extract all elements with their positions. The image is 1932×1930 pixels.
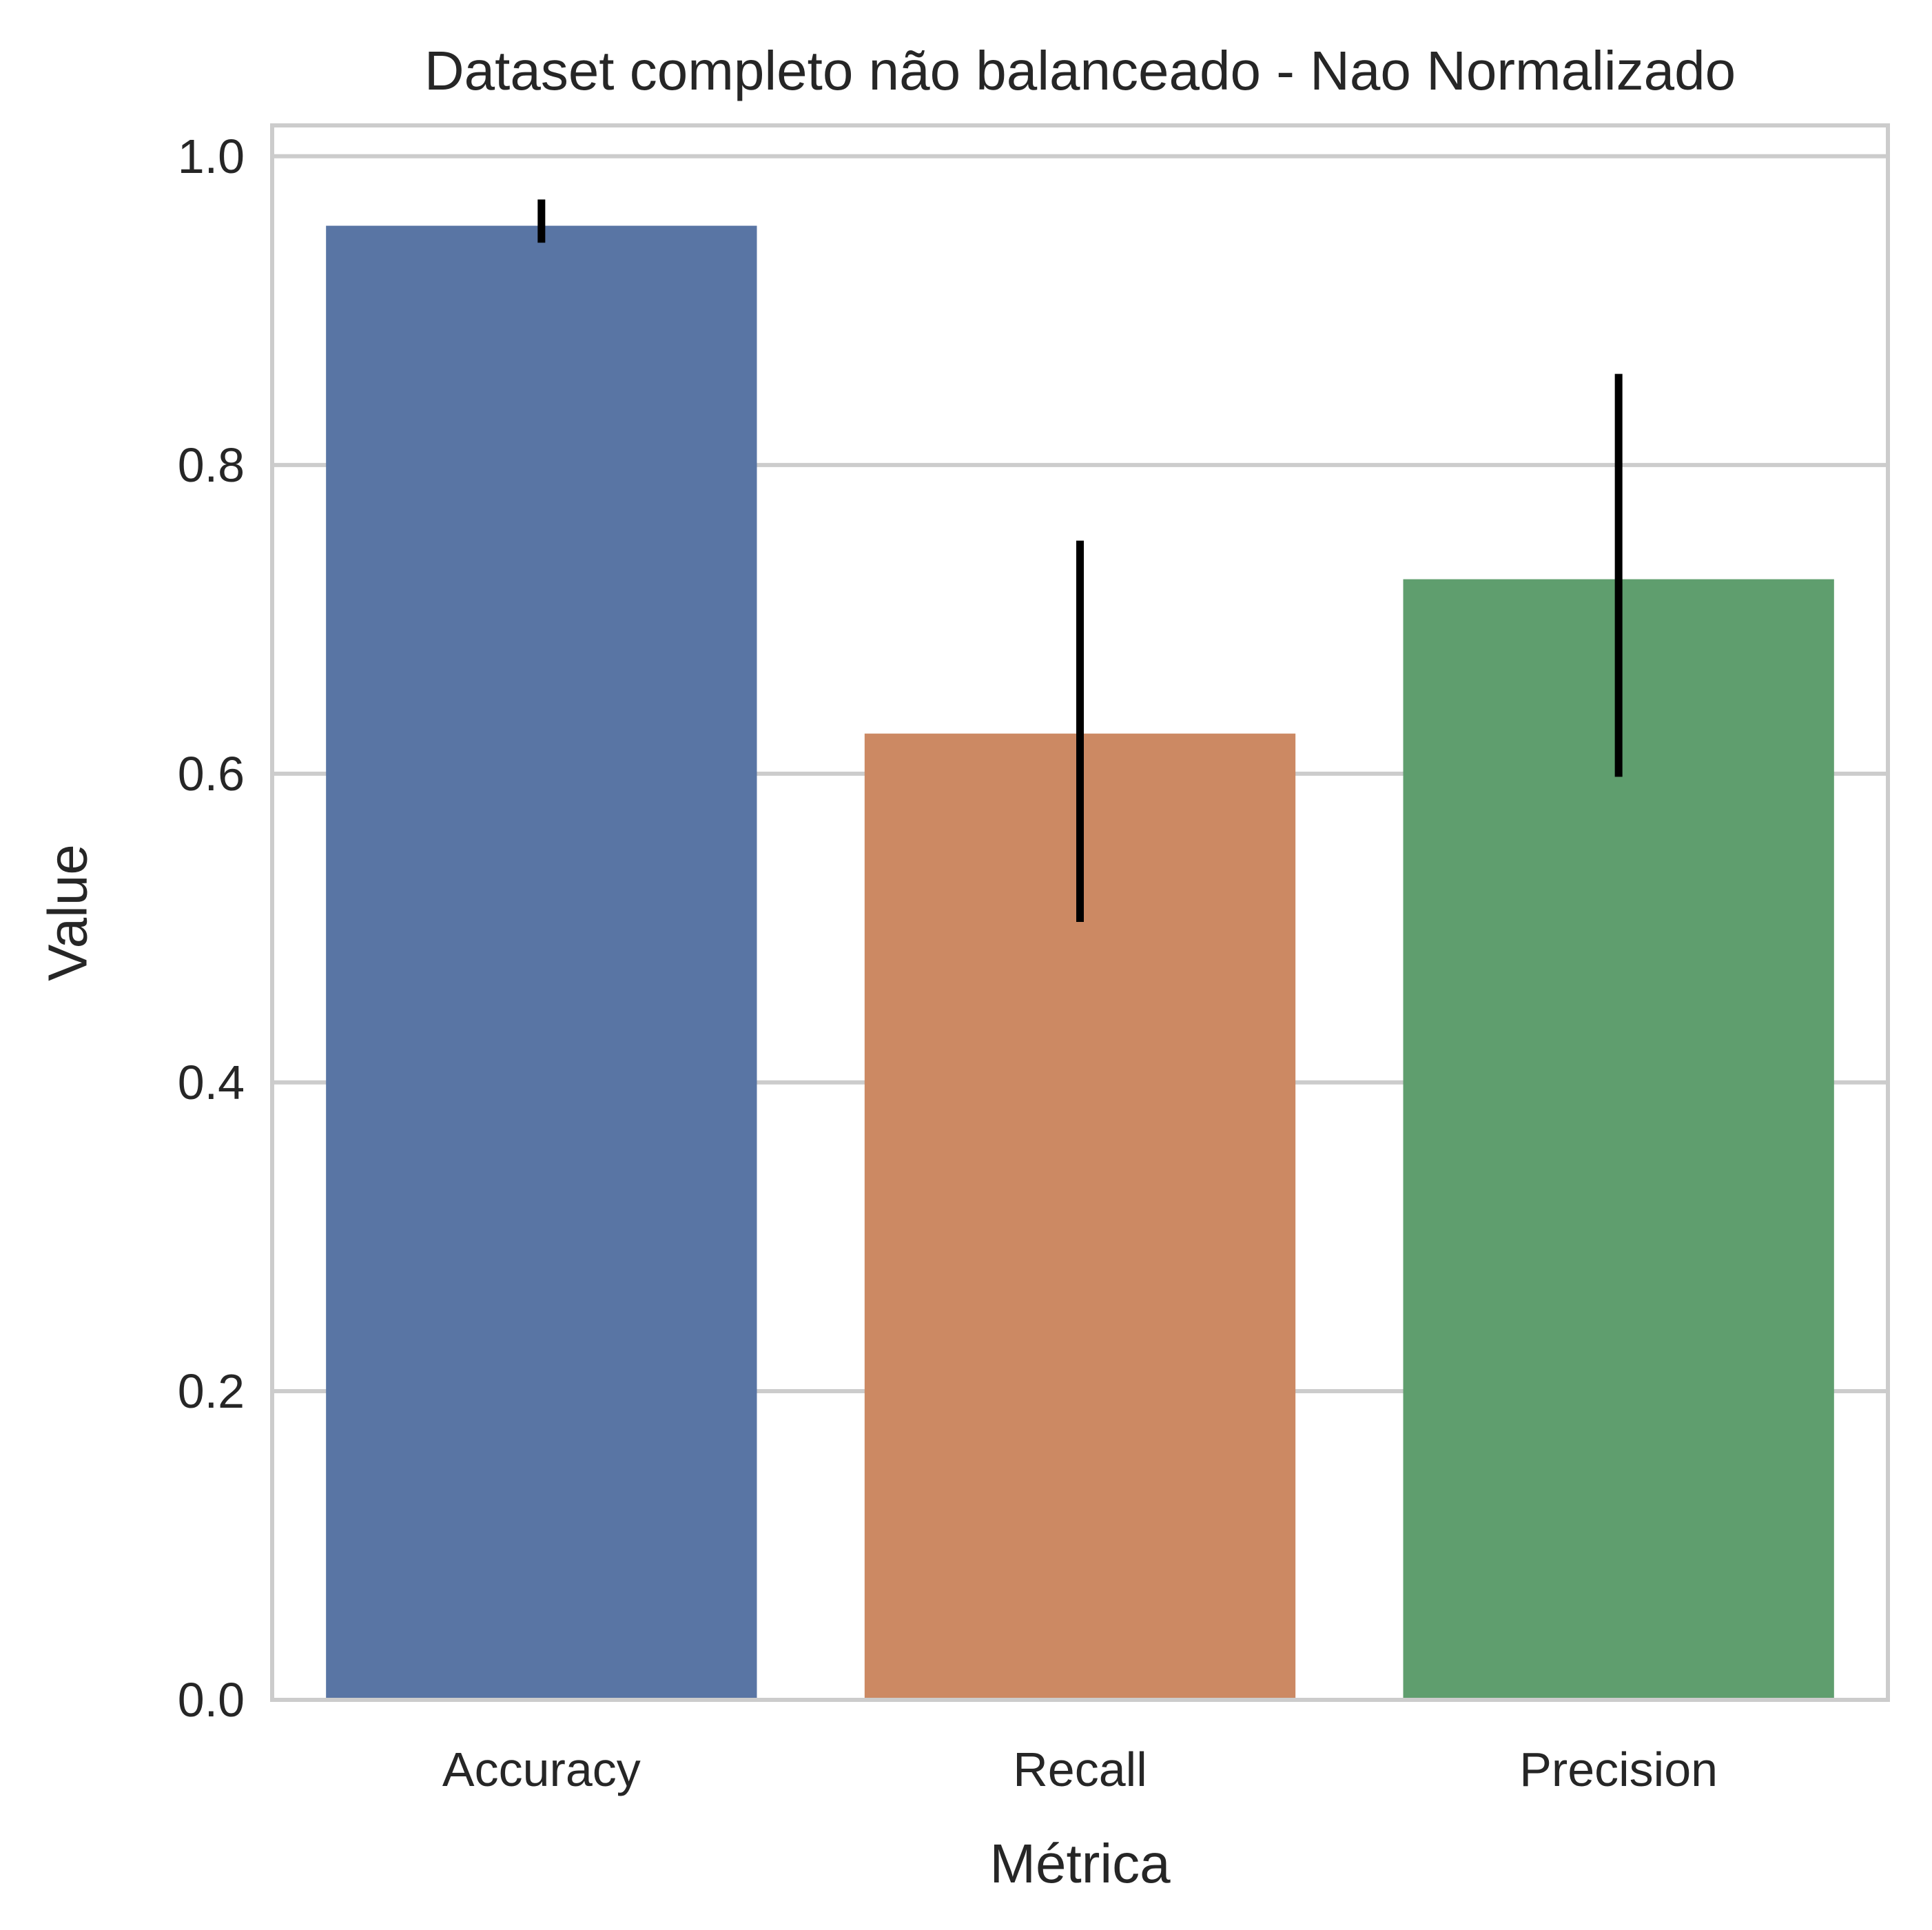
error-bars bbox=[537, 199, 1623, 922]
x-tick-labels: Accuracy Recall Precision bbox=[442, 1743, 1718, 1796]
y-tick-label: 0.8 bbox=[178, 438, 245, 492]
x-tick-label: Accuracy bbox=[442, 1743, 641, 1796]
x-tick-label: Recall bbox=[1013, 1743, 1147, 1796]
plot-frame bbox=[270, 123, 1890, 1702]
bars bbox=[326, 225, 1834, 1700]
x-axis-label: Métrica bbox=[989, 1833, 1171, 1894]
y-tick-labels: 0.0 0.2 0.4 0.6 0.8 1.0 bbox=[178, 130, 245, 1727]
y-tick-label: 0.0 bbox=[178, 1673, 245, 1727]
bar-accuracy bbox=[326, 225, 757, 1700]
x-tick-label: Precision bbox=[1519, 1743, 1718, 1796]
y-axis-label: Value bbox=[37, 844, 99, 981]
y-tick-label: 1.0 bbox=[178, 130, 245, 183]
y-tick-label: 0.4 bbox=[178, 1056, 245, 1109]
y-tick-label: 0.6 bbox=[178, 747, 245, 801]
chart-title: Dataset completo não balanceado - Nao No… bbox=[424, 40, 1736, 101]
y-tick-label: 0.2 bbox=[178, 1364, 245, 1418]
